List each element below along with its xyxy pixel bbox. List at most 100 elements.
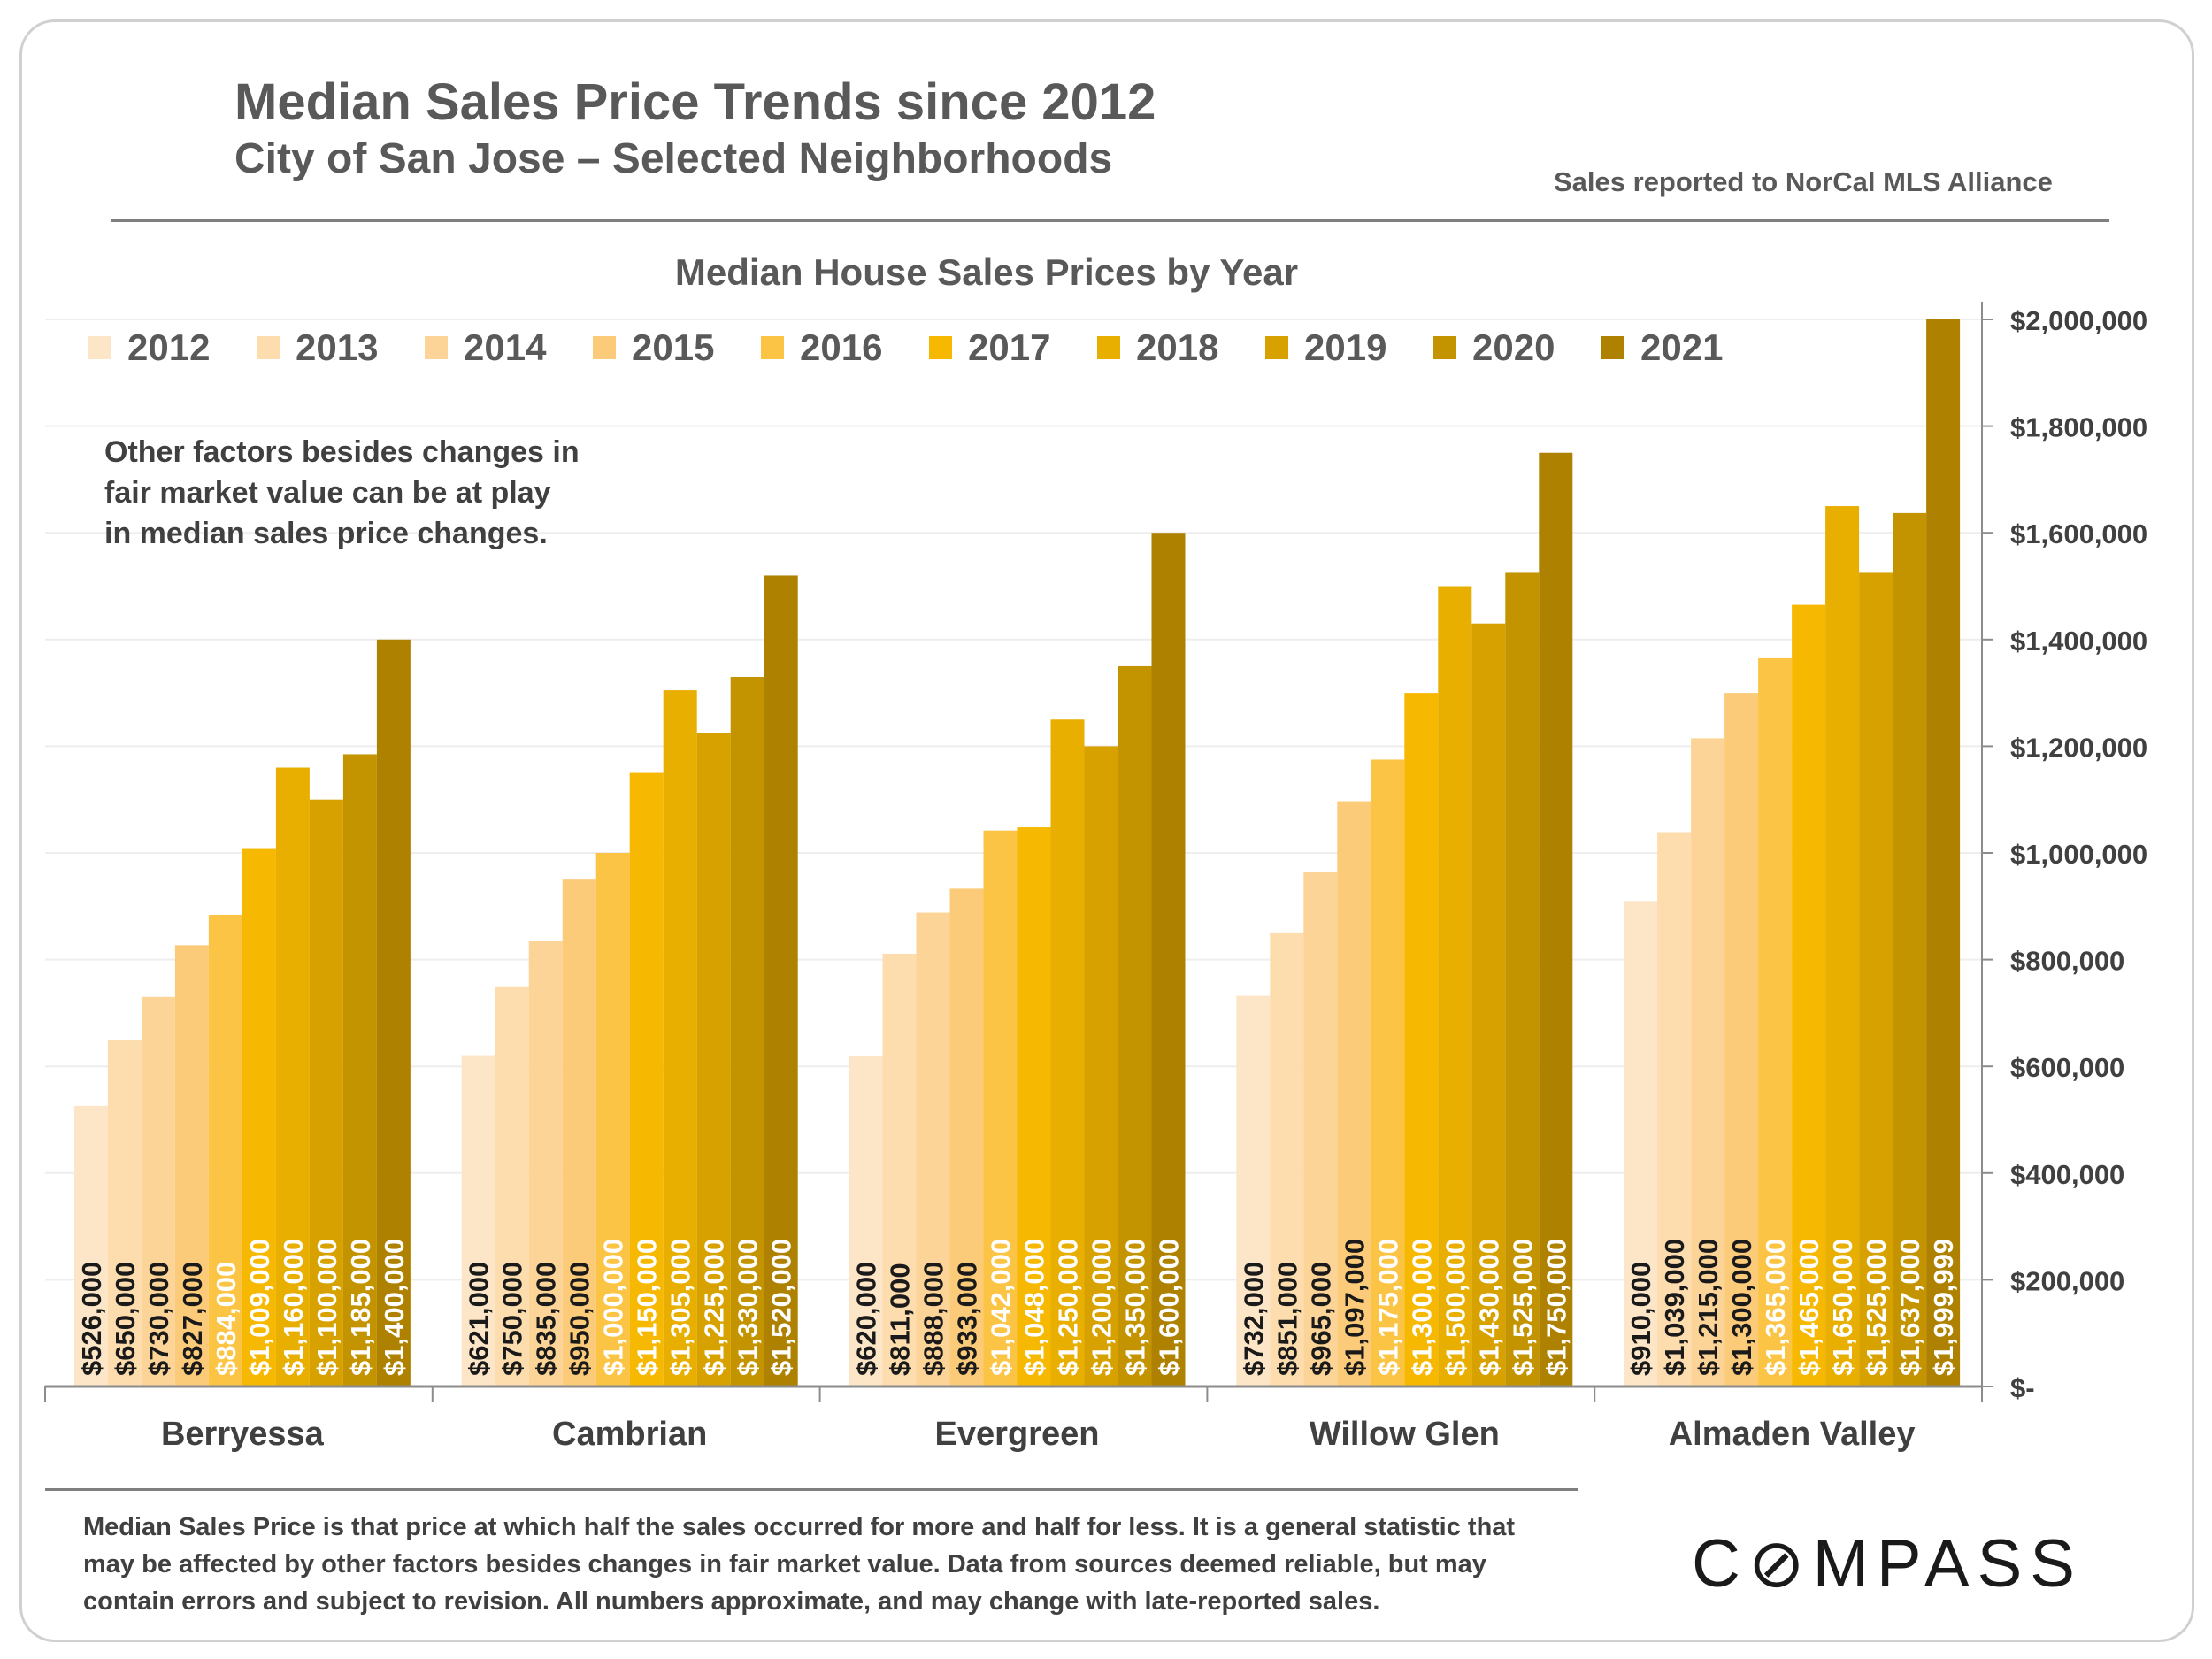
legend-label: 2018 [1136, 326, 1218, 368]
data-label: $526,000 [76, 1262, 107, 1376]
data-label: $1,465,000 [1793, 1239, 1824, 1376]
data-label: $1,525,000 [1507, 1239, 1538, 1376]
data-label: $1,150,000 [632, 1239, 663, 1376]
y-tick-label: $400,000 [2010, 1159, 2124, 1190]
legend-label: 2020 [1472, 326, 1555, 368]
bar-2015-cambrian [562, 879, 596, 1386]
legend-swatch-2016 [761, 336, 784, 359]
data-label: $1,100,000 [311, 1239, 342, 1376]
bar-2020-willow-glen [1505, 572, 1540, 1386]
data-label: $851,000 [1271, 1262, 1302, 1376]
bar-2015-berryessa [174, 945, 209, 1386]
data-label: $650,000 [110, 1262, 141, 1376]
legend-label: 2013 [296, 326, 378, 368]
legend-label: 2014 [464, 326, 547, 368]
category-label: Almaden Valley [1669, 1416, 1916, 1453]
bar-2015-willow-glen [1337, 801, 1371, 1386]
bar-2020-cambrian [730, 677, 764, 1386]
card-frame [19, 19, 2194, 1642]
data-label: $1,520,000 [766, 1239, 797, 1376]
data-label: $1,350,000 [1120, 1239, 1151, 1376]
bar-2012-almaden-valley [1624, 901, 1658, 1386]
legend-label: 2016 [800, 326, 882, 368]
bar-2018-almaden-valley [1825, 506, 1860, 1386]
legend-swatch-2015 [593, 336, 616, 359]
bar-2016-evergreen [983, 830, 1018, 1386]
bar-2018-berryessa [275, 767, 310, 1386]
data-label: $965,000 [1305, 1262, 1336, 1376]
y-tick-label: $- [2010, 1372, 2035, 1403]
bar-2013-berryessa [107, 1040, 142, 1386]
bar-2021-cambrian [764, 575, 798, 1386]
bar-2017-willow-glen [1404, 693, 1439, 1386]
bar-2021-almaden-valley [1926, 319, 1961, 1386]
data-label: $1,525,000 [1861, 1239, 1892, 1376]
bar-2013-willow-glen [1270, 932, 1304, 1386]
bar-2013-cambrian [495, 986, 529, 1386]
bar-2021-evergreen [1151, 533, 1186, 1386]
data-label: $1,637,000 [1894, 1239, 1925, 1376]
data-label: $1,999,999 [1928, 1239, 1959, 1376]
data-label: $1,215,000 [1693, 1239, 1724, 1376]
y-tick-label: $1,600,000 [2010, 518, 2147, 549]
compass-logo: C⊘MPASS [1692, 1526, 2083, 1601]
data-label: $1,750,000 [1540, 1239, 1571, 1376]
bar-2016-willow-glen [1371, 759, 1405, 1386]
y-tick-label: $1,800,000 [2010, 412, 2147, 443]
data-label: $1,200,000 [1087, 1239, 1118, 1376]
y-tick-label: $800,000 [2010, 946, 2124, 977]
category-label: Willow Glen [1310, 1416, 1500, 1453]
bar-2020-berryessa [342, 754, 377, 1386]
header-divider [111, 219, 2109, 222]
data-label: $1,009,000 [244, 1239, 275, 1376]
data-label: $1,042,000 [986, 1239, 1017, 1376]
data-label: $827,000 [177, 1262, 208, 1376]
category-label: Evergreen [935, 1416, 1100, 1453]
data-label: $950,000 [565, 1262, 595, 1376]
legend-label: 2015 [632, 326, 714, 368]
chart-title: Median House Sales Prices by Year [675, 251, 1298, 293]
data-label: $1,250,000 [1053, 1239, 1084, 1376]
bar-2017-cambrian [629, 772, 664, 1386]
data-label: $933,000 [952, 1262, 983, 1376]
data-label: $621,000 [464, 1262, 495, 1376]
bar-2016-almaden-valley [1758, 657, 1793, 1386]
bar-2019-willow-glen [1471, 623, 1506, 1386]
data-label: $1,000,000 [598, 1239, 629, 1376]
y-tick-label: $600,000 [2010, 1052, 2124, 1083]
data-label: $884,000 [211, 1262, 242, 1376]
data-label: $1,039,000 [1659, 1239, 1690, 1376]
legend-swatch-2012 [88, 336, 111, 359]
category-label: Berryessa [161, 1416, 325, 1453]
chart-annotation: Other factors besides changes in fair ma… [104, 435, 580, 550]
data-label: $1,185,000 [345, 1239, 376, 1376]
footer-disclaimer: Median Sales Price is that price at whic… [83, 1513, 1516, 1616]
data-label: $730,000 [143, 1262, 174, 1376]
bar-2019-cambrian [696, 733, 731, 1386]
bar-2021-berryessa [376, 639, 411, 1386]
data-label: $1,650,000 [1827, 1239, 1858, 1376]
bar-2012-cambrian [461, 1055, 495, 1386]
source-note: Sales reported to NorCal MLS Alliance [1554, 166, 2053, 197]
bar-2021-willow-glen [1539, 452, 1573, 1386]
bar-2014-cambrian [528, 941, 563, 1386]
data-label: $1,365,000 [1760, 1239, 1791, 1376]
data-label: $835,000 [531, 1262, 562, 1376]
y-tick-label: $1,000,000 [2010, 839, 2147, 870]
bar-2019-evergreen [1084, 746, 1118, 1386]
bar-2016-cambrian [595, 853, 630, 1386]
data-label: $1,305,000 [665, 1239, 696, 1376]
bar-2018-cambrian [663, 690, 697, 1386]
legend-label: 2019 [1304, 326, 1386, 368]
legend-swatch-2019 [1265, 336, 1288, 359]
bar-2017-evergreen [1017, 827, 1051, 1386]
y-tick-label: $1,200,000 [2010, 732, 2147, 763]
page-title: Median Sales Price Trends since 2012 [234, 73, 1156, 131]
legend-swatch-2014 [425, 336, 448, 359]
legend-swatch-2017 [929, 336, 952, 359]
bar-2018-willow-glen [1438, 586, 1472, 1386]
bar-2014-willow-glen [1303, 872, 1338, 1386]
category-label: Cambrian [552, 1416, 707, 1453]
bar-2013-almaden-valley [1657, 832, 1692, 1386]
